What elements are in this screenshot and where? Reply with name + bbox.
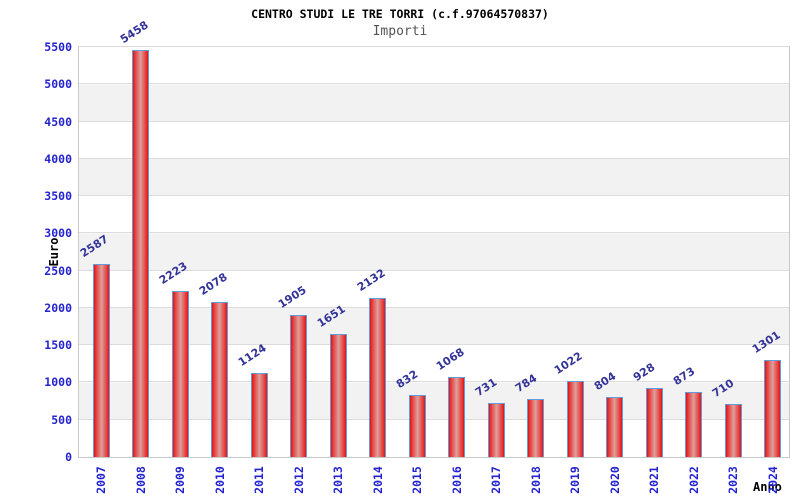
bar-value-label: 1301 (749, 328, 783, 356)
gridline (79, 83, 789, 85)
gridline (79, 306, 789, 308)
gridline (79, 157, 789, 159)
plot-area: 2587 5458 2223 2078 1124 1905 1651 2132 832 1068 7… (77, 18, 790, 458)
x-tick-label: 2021 (647, 466, 661, 494)
x-tick-label: 2010 (212, 466, 227, 494)
x-tick-label: 2014 (370, 466, 385, 494)
y-tick-label: 2500 (44, 263, 72, 278)
y-tick-label: 5500 (44, 40, 72, 54)
bar-value-label: 1124 (235, 341, 269, 369)
bar (764, 360, 781, 457)
bar (132, 50, 149, 457)
y-tick-label: 1000 (44, 375, 72, 390)
bar-value-label: 2223 (156, 259, 190, 287)
bar (369, 298, 386, 457)
y-tick-label: 0 (65, 450, 72, 464)
gridline (79, 232, 789, 234)
bar (448, 377, 465, 457)
y-tick-label: 1500 (44, 338, 72, 353)
x-tick-label: 2018 (528, 466, 543, 494)
y-tick-label: 500 (51, 412, 72, 427)
x-tick-label: 2008 (133, 466, 148, 494)
bar (171, 291, 189, 457)
y-tick-label: 4000 (44, 151, 72, 166)
gridline (79, 195, 789, 197)
gridline (79, 344, 789, 346)
bar-value-label: 873 (670, 364, 697, 388)
bar-value-label: 1068 (433, 345, 467, 373)
bar-value-label: 1022 (551, 349, 585, 377)
gridline (79, 381, 789, 383)
bar-value-label: 2078 (196, 270, 230, 298)
gridline (79, 46, 789, 47)
x-tick-label: 2019 (568, 466, 582, 494)
gridline (79, 269, 789, 271)
x-tick-label: 2017 (489, 466, 503, 494)
bar-value-label: 832 (393, 367, 421, 391)
bar (290, 315, 307, 457)
bar-value-label: 804 (591, 369, 618, 393)
bar (724, 404, 742, 457)
gridline (79, 418, 789, 420)
bar (606, 397, 623, 457)
bar-value-label: 5458 (117, 18, 151, 46)
x-tick-label: 2013 (331, 466, 345, 494)
bar (408, 395, 426, 457)
x-tick-label: 2015 (410, 466, 424, 494)
bar (685, 392, 702, 457)
x-tick-label: 2007 (94, 466, 108, 494)
bar (566, 381, 584, 457)
bar (92, 264, 110, 457)
y-tick-label: 5000 (44, 77, 72, 92)
y-tick-label: 2000 (44, 300, 72, 315)
y-tick-label: 3500 (44, 189, 72, 204)
chart-title: CENTRO STUDI LE TRE TORRI (c.f.970645708… (251, 7, 549, 21)
x-tick-label: 2024 (765, 466, 780, 494)
x-tick-label: 2016 (449, 466, 464, 494)
bar (329, 334, 347, 457)
bar-value-label: 784 (512, 371, 539, 395)
chart-subtitle: Importi (372, 24, 428, 39)
x-tick-label: 2023 (726, 466, 740, 494)
bar (527, 399, 544, 457)
y-tick-label: 3000 (44, 226, 72, 241)
y-tick-label: 4500 (44, 114, 72, 129)
bar (211, 302, 228, 457)
bar (250, 373, 268, 457)
x-tick-label: 2020 (607, 466, 622, 494)
bar-value-label: 731 (472, 375, 500, 399)
x-axis-title: Anno (753, 480, 782, 494)
bar-value-label: 2587 (77, 232, 111, 260)
x-tick-label: 2011 (252, 466, 266, 494)
gridline (79, 120, 789, 122)
x-tick-label: 2022 (686, 466, 701, 494)
bar-value-label: 710 (709, 376, 737, 400)
x-tick-label: 2012 (291, 466, 306, 494)
x-tick-label: 2009 (173, 466, 187, 494)
bar (645, 388, 663, 457)
bar (487, 403, 505, 457)
